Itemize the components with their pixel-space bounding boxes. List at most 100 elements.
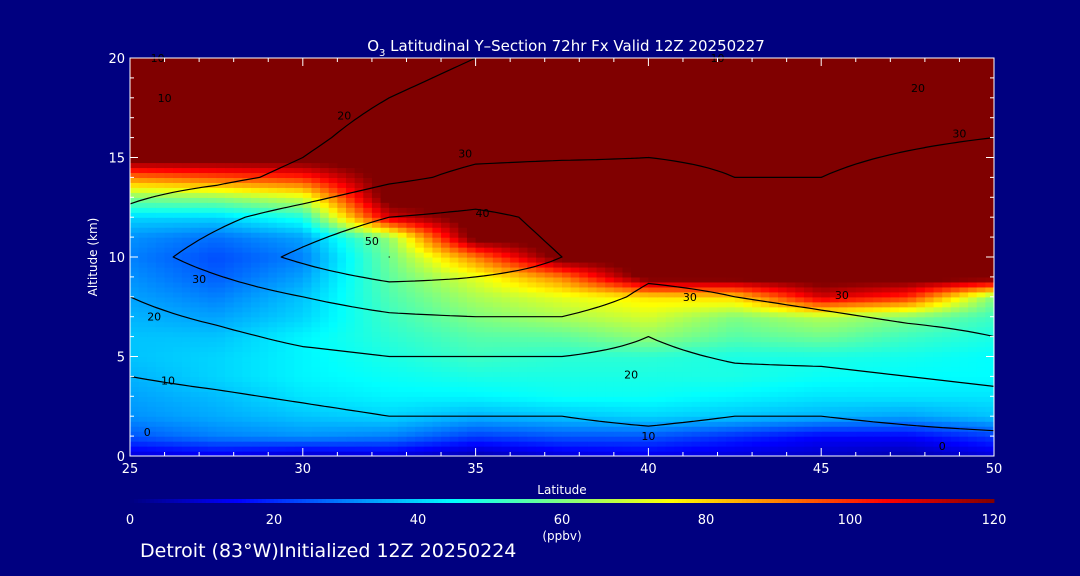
- field-cell: [924, 311, 935, 318]
- field-cell: [285, 242, 295, 248]
- field-cell: [354, 266, 364, 273]
- field-cell: [881, 341, 891, 348]
- field-cell: [648, 321, 658, 328]
- field-cell: [242, 281, 252, 288]
- field-cell: [432, 252, 442, 258]
- field-cell: [337, 436, 347, 442]
- field-cell: [527, 237, 537, 243]
- field-cell: [933, 237, 943, 243]
- field-cell: [838, 346, 848, 353]
- field-cell: [734, 446, 745, 452]
- field-cell: [734, 316, 745, 323]
- field-cell: [225, 336, 235, 343]
- field-cell: [406, 426, 416, 432]
- field-cell: [363, 232, 373, 238]
- field-cell: [959, 366, 969, 373]
- field-cell: [311, 247, 321, 253]
- field-cell: [354, 207, 364, 213]
- field-cell: [976, 401, 986, 407]
- field-cell: [250, 207, 261, 213]
- field-cell: [968, 441, 978, 447]
- field-cell: [976, 237, 986, 243]
- field-cell: [242, 361, 252, 368]
- field-cell: [311, 351, 321, 358]
- field-cell: [544, 361, 554, 368]
- field-cell: [838, 451, 848, 456]
- field-cell: [138, 276, 148, 283]
- field-cell: [268, 406, 278, 412]
- field-cell: [276, 371, 287, 377]
- field-cell: [752, 386, 762, 392]
- field-cell: [682, 257, 693, 263]
- field-cell: [138, 217, 148, 223]
- field-cell: [639, 396, 649, 402]
- field-cell: [363, 296, 373, 303]
- field-cell: [674, 421, 684, 427]
- field-cell: [829, 356, 840, 363]
- field-cell: [458, 376, 468, 382]
- field-cell: [760, 242, 770, 248]
- field-cell: [976, 296, 986, 303]
- field-cell: [441, 326, 451, 333]
- field-cell: [890, 386, 900, 392]
- field-cell: [130, 212, 140, 218]
- field-cell: [786, 271, 796, 278]
- field-cell: [311, 336, 321, 343]
- field-cell: [682, 346, 693, 353]
- field-cell: [190, 252, 200, 258]
- field-cell: [544, 237, 554, 243]
- field-cell: [544, 222, 554, 228]
- field-cell: [242, 242, 252, 248]
- field-cell: [225, 406, 235, 412]
- field-cell: [294, 326, 304, 333]
- field-cell: [268, 316, 278, 323]
- field-cell: [207, 222, 217, 228]
- field-cell: [518, 426, 529, 432]
- field-cell: [812, 326, 822, 333]
- field-cell: [320, 301, 330, 308]
- field-cell: [855, 217, 865, 223]
- field-cell: [302, 316, 313, 323]
- field-cell: [492, 331, 503, 338]
- field-cell: [397, 217, 408, 223]
- field-cell: [216, 356, 226, 363]
- field-cell: [337, 237, 347, 243]
- field-cell: [276, 346, 287, 353]
- field-cell: [803, 222, 814, 228]
- field-cell: [527, 391, 537, 397]
- field-cell: [605, 356, 615, 363]
- field-cell: [847, 391, 857, 397]
- field-cell: [933, 286, 943, 293]
- field-cell: [769, 227, 779, 233]
- field-cell: [708, 401, 719, 407]
- field-cell: [950, 291, 961, 298]
- field-cell: [458, 281, 468, 288]
- field-cell: [587, 416, 598, 422]
- field-cell: [389, 242, 399, 248]
- field-cell: [475, 356, 485, 363]
- field-cell: [138, 286, 148, 293]
- field-cell: [570, 431, 580, 437]
- field-cell: [657, 401, 667, 407]
- field-cell: [786, 376, 796, 382]
- field-cell: [924, 341, 935, 348]
- field-cell: [320, 361, 330, 368]
- field-cell: [881, 252, 891, 258]
- field-cell: [536, 222, 546, 228]
- field-cell: [890, 351, 900, 358]
- field-cell: [285, 441, 295, 447]
- field-cell: [734, 436, 745, 442]
- field-cell: [449, 296, 459, 303]
- field-cell: [933, 242, 943, 248]
- field-cell: [795, 426, 805, 432]
- field-cell: [328, 431, 338, 437]
- field-cell: [553, 396, 563, 402]
- field-cell: [242, 416, 252, 422]
- field-cell: [622, 237, 632, 243]
- field-cell: [976, 336, 986, 343]
- field-cell: [847, 286, 857, 293]
- field-cell: [484, 257, 494, 263]
- field-cell: [752, 356, 762, 363]
- field-cell: [259, 421, 269, 427]
- field-cell: [968, 361, 978, 368]
